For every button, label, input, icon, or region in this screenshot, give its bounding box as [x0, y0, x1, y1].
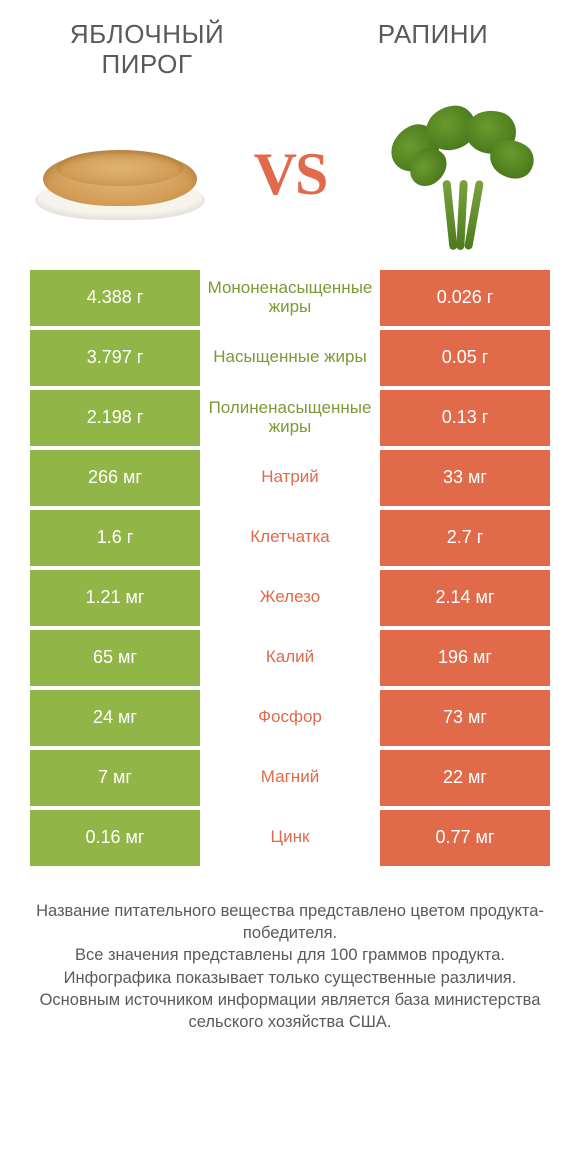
footer-line: Все значения представлены для 100 граммо… — [30, 944, 550, 966]
header: ЯБЛОЧНЫЙ ПИРОГ РАПИНИ — [0, 0, 580, 90]
images-row: VS — [0, 90, 580, 270]
table-row: 2.198 гПолиненасыщенные жиры0.13 г — [30, 390, 550, 446]
footer-line: Инфографика показывает только существенн… — [30, 967, 550, 989]
nutrition-table: 4.388 гМононенасыщенные жиры0.026 г3.797… — [0, 270, 580, 866]
rapini-icon — [380, 100, 540, 250]
table-row: 65 мгКалий196 мг — [30, 630, 550, 686]
table-row: 3.797 гНасыщенные жиры0.05 г — [30, 330, 550, 386]
right-product-image — [370, 100, 550, 250]
left-value-cell: 266 мг — [30, 450, 200, 506]
right-value-cell: 2.14 мг — [380, 570, 550, 626]
table-row: 1.6 гКлетчатка2.7 г — [30, 510, 550, 566]
left-product-title: ЯБЛОЧНЫЙ ПИРОГ — [30, 20, 264, 80]
table-row: 7 мгМагний22 мг — [30, 750, 550, 806]
right-product-title: РАПИНИ — [316, 20, 550, 50]
table-row: 24 мгФосфор73 мг — [30, 690, 550, 746]
nutrient-label-cell: Полиненасыщенные жиры — [200, 390, 380, 446]
left-value-cell: 65 мг — [30, 630, 200, 686]
footer-line: Основным источником информации является … — [30, 989, 550, 1034]
left-product-image — [30, 100, 210, 250]
footer-line: Название питательного вещества представл… — [30, 900, 550, 945]
nutrient-label-cell: Калий — [200, 630, 380, 686]
right-value-cell: 2.7 г — [380, 510, 550, 566]
nutrient-label-cell: Цинк — [200, 810, 380, 866]
table-row: 1.21 мгЖелезо2.14 мг — [30, 570, 550, 626]
left-value-cell: 0.16 мг — [30, 810, 200, 866]
nutrient-label-cell: Клетчатка — [200, 510, 380, 566]
right-value-cell: 33 мг — [380, 450, 550, 506]
left-value-cell: 4.388 г — [30, 270, 200, 326]
left-value-cell: 24 мг — [30, 690, 200, 746]
left-value-cell: 3.797 г — [30, 330, 200, 386]
table-row: 0.16 мгЦинк0.77 мг — [30, 810, 550, 866]
nutrient-label-cell: Магний — [200, 750, 380, 806]
footer-notes: Название питательного вещества представл… — [0, 870, 580, 1034]
table-row: 266 мгНатрий33 мг — [30, 450, 550, 506]
left-value-cell: 1.6 г — [30, 510, 200, 566]
right-value-cell: 196 мг — [380, 630, 550, 686]
right-value-cell: 73 мг — [380, 690, 550, 746]
table-row: 4.388 гМононенасыщенные жиры0.026 г — [30, 270, 550, 326]
nutrient-label-cell: Насыщенные жиры — [200, 330, 380, 386]
apple-pie-icon — [35, 130, 205, 220]
vs-label: VS — [254, 140, 327, 209]
right-value-cell: 0.13 г — [380, 390, 550, 446]
nutrient-label-cell: Мононенасыщенные жиры — [200, 270, 380, 326]
nutrient-label-cell: Фосфор — [200, 690, 380, 746]
left-value-cell: 1.21 мг — [30, 570, 200, 626]
right-value-cell: 0.05 г — [380, 330, 550, 386]
right-value-cell: 0.77 мг — [380, 810, 550, 866]
left-value-cell: 2.198 г — [30, 390, 200, 446]
left-value-cell: 7 мг — [30, 750, 200, 806]
right-value-cell: 0.026 г — [380, 270, 550, 326]
right-value-cell: 22 мг — [380, 750, 550, 806]
nutrient-label-cell: Натрий — [200, 450, 380, 506]
nutrient-label-cell: Железо — [200, 570, 380, 626]
